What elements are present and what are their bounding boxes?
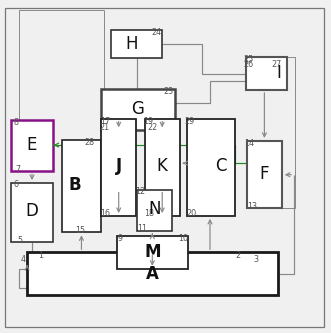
Text: K: K: [157, 157, 167, 175]
Bar: [111, 30, 162, 58]
Text: 20: 20: [187, 209, 197, 218]
Bar: [187, 119, 235, 216]
Text: 29: 29: [185, 117, 195, 126]
Text: 6: 6: [13, 180, 18, 189]
Text: 17: 17: [100, 117, 110, 126]
Text: H: H: [126, 35, 138, 53]
Text: 23: 23: [163, 87, 173, 96]
Text: 9: 9: [118, 234, 122, 243]
Bar: [117, 236, 188, 269]
Bar: [11, 120, 53, 171]
Text: 19: 19: [143, 117, 153, 126]
Text: F: F: [260, 165, 269, 183]
Text: G: G: [131, 100, 144, 118]
Text: 26: 26: [244, 61, 254, 70]
Bar: [101, 119, 136, 216]
Text: 22: 22: [148, 123, 158, 132]
Text: 16: 16: [101, 209, 111, 218]
Text: 8: 8: [13, 118, 18, 127]
Text: 5: 5: [17, 236, 23, 245]
Text: 13: 13: [247, 201, 257, 210]
Text: A: A: [146, 265, 159, 283]
Text: 3: 3: [254, 255, 259, 264]
Text: 15: 15: [75, 226, 85, 235]
Bar: [247, 141, 282, 208]
Text: 24: 24: [152, 28, 162, 37]
Text: J: J: [116, 157, 122, 175]
Text: C: C: [215, 157, 227, 175]
Text: N: N: [148, 200, 161, 218]
Bar: [101, 89, 175, 130]
Text: 28: 28: [84, 138, 94, 147]
Text: 18: 18: [144, 209, 154, 218]
Bar: [246, 57, 287, 90]
Text: 21: 21: [100, 123, 110, 132]
Text: M: M: [144, 243, 161, 261]
Text: B: B: [69, 175, 81, 193]
Text: 25: 25: [243, 55, 254, 64]
Text: E: E: [27, 136, 37, 154]
Text: 11: 11: [137, 224, 147, 233]
Text: 1: 1: [38, 251, 43, 260]
Text: D: D: [25, 202, 38, 220]
Bar: [11, 183, 53, 242]
Text: 4: 4: [21, 255, 25, 264]
Bar: [145, 119, 180, 216]
Text: 14: 14: [244, 139, 254, 148]
Text: I: I: [277, 64, 282, 82]
Text: 7: 7: [15, 165, 21, 173]
Text: 27: 27: [272, 61, 282, 70]
Bar: [62, 140, 101, 232]
Text: 12: 12: [135, 187, 145, 196]
Bar: [137, 189, 172, 231]
Text: 2: 2: [235, 251, 241, 260]
Bar: [27, 252, 278, 295]
Text: 10: 10: [178, 234, 188, 243]
